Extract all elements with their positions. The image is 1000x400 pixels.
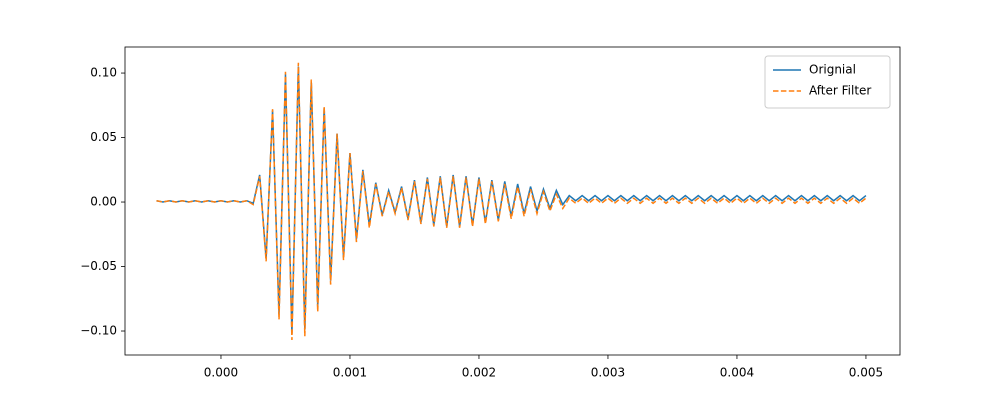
legend-label: Orignial [809,63,856,77]
y-tick-label: 0.00 [90,195,117,209]
x-tick-label: 0.000 [204,366,238,380]
x-tick-label: 0.005 [849,366,883,380]
y-tick-label: 0.05 [90,130,117,144]
legend-label: After Filter [809,84,871,98]
x-tick-label: 0.003 [591,366,625,380]
y-tick-label: −0.10 [80,324,117,338]
x-tick-label: 0.001 [333,366,367,380]
y-tick-label: −0.05 [80,259,117,273]
x-tick-label: 0.004 [720,366,754,380]
plot-frame [124,46,901,356]
series-line [156,62,867,341]
x-tick-label: 0.002 [462,366,496,380]
y-tick-label: 0.10 [90,66,117,80]
legend-box [764,55,891,109]
